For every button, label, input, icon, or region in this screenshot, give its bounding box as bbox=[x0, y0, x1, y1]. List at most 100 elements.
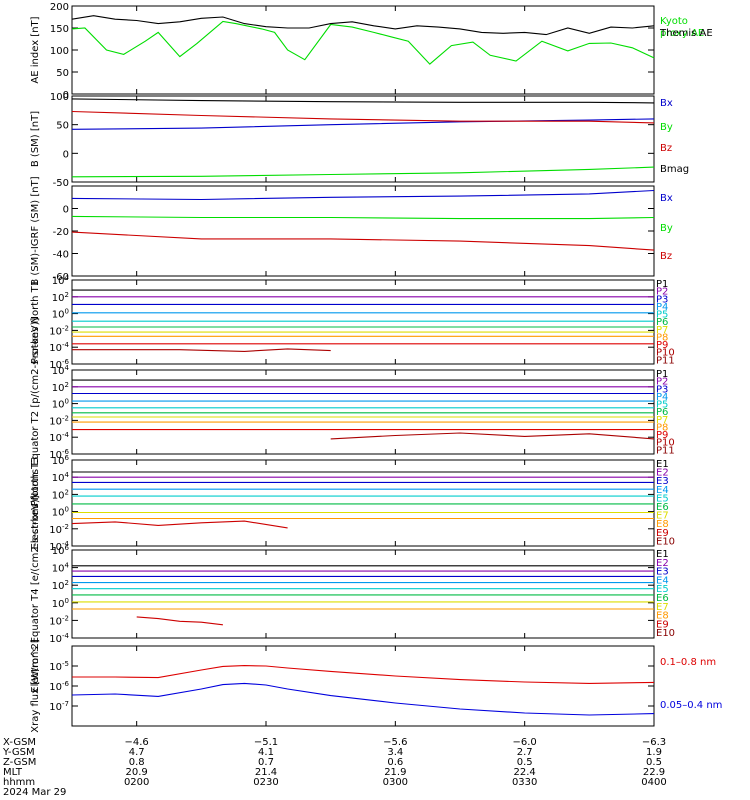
panel-7-y-axis-label: Electrons Equator T4 [e/(cm2-s-sr-keV)] bbox=[30, 495, 41, 692]
xaxis-row-label-x-gsm: X-GSM bbox=[3, 737, 36, 748]
panel-5-legend-p10: P10 bbox=[656, 438, 675, 449]
panel-6-series-e9-line bbox=[71, 520, 288, 529]
panel-4-legend-p7: P7 bbox=[656, 325, 668, 336]
panel-6-legend-e8: E8 bbox=[656, 519, 669, 530]
panel-2-legend-bx: Bx bbox=[660, 98, 673, 109]
panel-4-y-axis-label: Protons North T1 bbox=[30, 280, 41, 364]
xaxis-tick-value-z-gsm: 0.8 bbox=[129, 757, 145, 768]
panel-8-y-tick-label: 10-7 bbox=[49, 700, 69, 713]
xaxis-row-label-mlt: MLT bbox=[3, 767, 23, 778]
xaxis-tick-value-mlt: 21.9 bbox=[384, 767, 406, 778]
panel-6-legend-e10: E10 bbox=[656, 536, 675, 547]
xaxis-tick-value-z-gsm: 0.7 bbox=[258, 757, 274, 768]
panel-2-series-bz-line bbox=[71, 110, 655, 124]
panel-4-legend-p3: P3 bbox=[656, 294, 668, 305]
panel-1-legend-themis-ae: Themis AE bbox=[659, 28, 713, 39]
panel-2-frame bbox=[71, 95, 655, 183]
panel-6-y-tick-label: 100 bbox=[52, 506, 69, 519]
panel-4-legend-p2: P2 bbox=[656, 287, 668, 298]
panel-2-legend-by: By bbox=[660, 122, 673, 133]
xaxis-tick-value-y-gsm: 4.7 bbox=[129, 747, 145, 758]
panel-2-legend-bz: Bz bbox=[660, 143, 672, 154]
panel-6-frame bbox=[71, 459, 655, 547]
panel-2-y-tick-label: -50 bbox=[53, 178, 69, 189]
panel-7-legend-e5: E5 bbox=[656, 584, 669, 595]
panel-3-y-tick-label: -20 bbox=[53, 227, 69, 238]
panel-5-y-tick-label: 104 bbox=[52, 364, 70, 377]
panel-3-y-axis-label: B (SM)-IGRF (SM) [nT] bbox=[30, 176, 41, 285]
panel-6-y-tick-label: 104 bbox=[52, 471, 70, 484]
panel-7-frame bbox=[71, 549, 655, 639]
panel-1-y-tick-label: 50 bbox=[56, 68, 69, 79]
xaxis-tick-value-y-gsm: 1.9 bbox=[646, 747, 662, 758]
xaxis-tick-value-hhmm: 0230 bbox=[253, 777, 278, 788]
panel-5-legend-p11: P11 bbox=[656, 445, 675, 456]
panel-4-legend-p10: P10 bbox=[656, 348, 675, 359]
panel-2-y-tick-label: 0 bbox=[63, 149, 69, 160]
panel-1-y-tick-label: 100 bbox=[50, 46, 69, 57]
panel-6-y-tick-label: 106 bbox=[52, 454, 70, 467]
panel-8-legend-0-05-0-4-nm: 0.05–0.4 nm bbox=[660, 700, 722, 711]
panel-8-y-tick-label: 10-6 bbox=[49, 680, 69, 693]
panel-5-frame bbox=[71, 369, 655, 455]
panel-4-legend-p4: P4 bbox=[656, 302, 668, 313]
panel-2-series-bx-line bbox=[71, 118, 655, 130]
panel-4-frame bbox=[71, 279, 655, 365]
panel-7-legend-e7: E7 bbox=[656, 602, 669, 613]
panel-4-y-tick-label: 104 bbox=[52, 274, 70, 287]
panel-1-y-tick-label: 200 bbox=[50, 2, 69, 13]
panel-3-y-tick-label: 0 bbox=[63, 205, 69, 216]
panel-7-legend-e6: E6 bbox=[656, 593, 669, 604]
panel-5-series-p10-line bbox=[330, 432, 655, 440]
panel-5-legend-p7: P7 bbox=[656, 415, 668, 426]
panel-6-legend-e3: E3 bbox=[656, 476, 669, 487]
panel-1-y-tick-label: 0 bbox=[63, 90, 69, 101]
xaxis-tick-value-z-gsm: 0.5 bbox=[517, 757, 533, 768]
panel-4-y-tick-label: 100 bbox=[52, 308, 69, 321]
panel-7-legend-e4: E4 bbox=[656, 575, 669, 586]
panel-6-y-tick-label: 10-2 bbox=[49, 523, 69, 536]
panel-4-y-tick-label: 10-2 bbox=[49, 324, 69, 337]
panel-6-legend-e4: E4 bbox=[656, 485, 669, 496]
panel-7-legend-e10: E10 bbox=[656, 628, 675, 639]
panel-1-series-kyoto-proxy-ae-line bbox=[71, 20, 655, 65]
xaxis-tick-value-mlt: 22.9 bbox=[643, 767, 665, 778]
xaxis-tick-value-hhmm: 0330 bbox=[512, 777, 537, 788]
xaxis-tick-value-hhmm: 0400 bbox=[641, 777, 666, 788]
xaxis-tick-value-hhmm: 0300 bbox=[383, 777, 408, 788]
panel-7-y-tick-label: 104 bbox=[52, 562, 70, 575]
panel-5-legend-p4: P4 bbox=[656, 392, 668, 403]
panel-3-legend-bz: Bz bbox=[660, 251, 672, 262]
panel-3-legend-by: By bbox=[660, 223, 673, 234]
panel-8-y-axis-label: Xray flux [W/m^2] bbox=[30, 639, 41, 733]
panel-6-y-axis-label: Electrons North T3 bbox=[30, 456, 41, 549]
xaxis-tick-value-y-gsm: 4.1 bbox=[258, 747, 274, 758]
panel-1-series-themis-ae-line bbox=[71, 15, 655, 36]
xaxis-tick-value-hhmm: 0200 bbox=[124, 777, 149, 788]
panel-7-series-e9-line bbox=[136, 616, 223, 626]
panel-8-y-tick-label: 10-5 bbox=[49, 660, 69, 673]
panel-6-legend-e6: E6 bbox=[656, 502, 669, 513]
panel-2-legend-bmag: Bmag bbox=[660, 164, 689, 175]
panel-5-legend-p8: P8 bbox=[656, 422, 668, 433]
panel-7-legend-e8: E8 bbox=[656, 611, 669, 622]
panel-3-series-by-line bbox=[71, 215, 655, 220]
xaxis-tick-value-z-gsm: 0.6 bbox=[387, 757, 403, 768]
panel-7-y-tick-label: 10-2 bbox=[49, 614, 69, 627]
xaxis-row-label-hhmm: hhmm bbox=[3, 777, 35, 788]
xaxis-tick-value-x-gsm: −5.6 bbox=[383, 737, 407, 748]
xaxis-tick-value-mlt: 20.9 bbox=[126, 767, 148, 778]
xaxis-tick-value-mlt: 21.4 bbox=[255, 767, 277, 778]
panel-3-series-bz-line bbox=[71, 231, 655, 251]
panel-5-legend-p9: P9 bbox=[656, 430, 668, 441]
panel-4-legend-p6: P6 bbox=[656, 317, 668, 328]
panel-5-y-tick-label: 10-4 bbox=[49, 431, 69, 444]
panel-5-legend-p6: P6 bbox=[656, 407, 668, 418]
panel-4-legend-p11: P11 bbox=[656, 355, 675, 366]
xaxis-tick-value-y-gsm: 3.4 bbox=[387, 747, 403, 758]
panel-2-y-tick-label: 50 bbox=[56, 121, 69, 132]
panel-6-legend-e7: E7 bbox=[656, 511, 669, 522]
xaxis-tick-value-x-gsm: −6.0 bbox=[513, 737, 537, 748]
panel-3-y-tick-label: -60 bbox=[53, 272, 69, 283]
